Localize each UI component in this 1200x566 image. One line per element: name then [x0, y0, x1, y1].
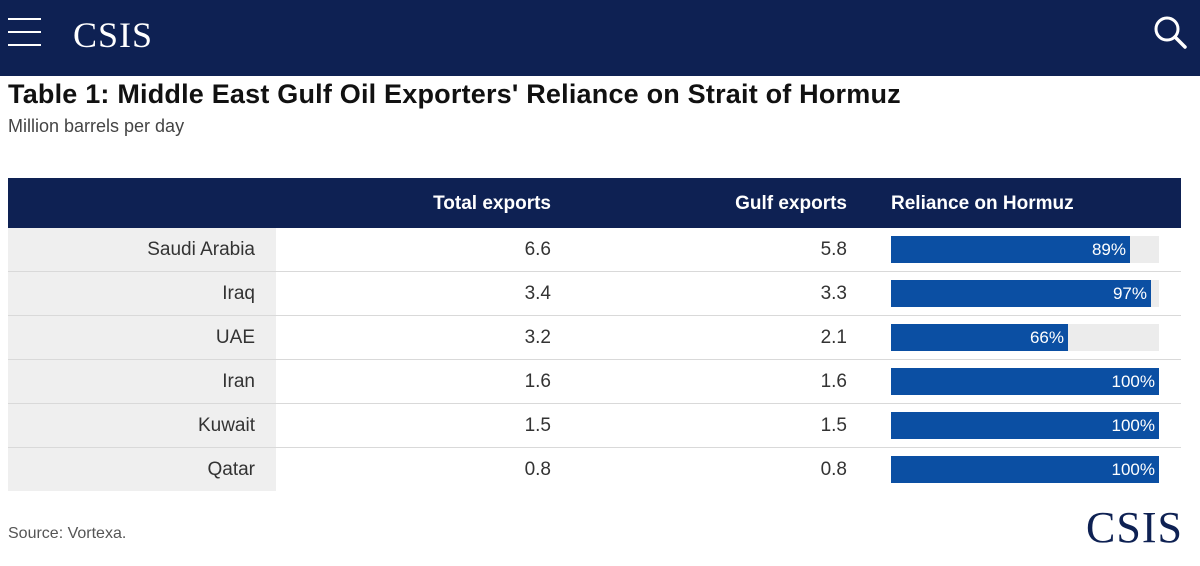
total-exports-cell: 1.5	[524, 415, 551, 436]
reliance-label: 100%	[1111, 416, 1155, 435]
country-cell: Saudi Arabia	[8, 228, 276, 271]
gulf-exports-cell: 5.8	[820, 239, 847, 260]
reliance-bar-track: 100%	[891, 412, 1159, 439]
gulf-exports-cell: 0.8	[820, 459, 847, 480]
total-exports-cell: 3.2	[524, 327, 551, 348]
table-row: Qatar 0.8 0.8 100%	[8, 448, 1181, 491]
search-icon[interactable]	[1152, 14, 1188, 50]
gulf-exports-cell: 1.6	[820, 371, 847, 392]
reliance-label: 66%	[1029, 328, 1064, 347]
csis-logo[interactable]: CSIS	[73, 15, 154, 55]
reliance-bar-track: 66%	[891, 324, 1159, 351]
gulf-exports-cell: 1.5	[820, 415, 847, 436]
reliance-label: 97%	[1112, 284, 1147, 303]
reliance-bar: 100%	[891, 412, 1159, 439]
table-row: Saudi Arabia 6.6 5.8 89%	[8, 228, 1181, 272]
total-exports-cell: 1.6	[524, 371, 551, 392]
source-note: Source: Vortexa.	[8, 525, 127, 542]
table-row: Kuwait 1.5 1.5 100%	[8, 404, 1181, 448]
table-row: Iraq 3.4 3.3 97%	[8, 272, 1181, 316]
table-row: Iran 1.6 1.6 100%	[8, 360, 1181, 404]
country-cell: Iran	[8, 360, 276, 403]
table-subtitle: Million barrels per day	[8, 116, 185, 136]
column-header-total-exports: Total exports	[433, 193, 551, 214]
csis-footer-logo: CSIS	[1086, 503, 1183, 552]
country-cell: Kuwait	[8, 404, 276, 447]
reliance-bar-track: 100%	[891, 456, 1159, 483]
reliance-bar: 66%	[891, 324, 1068, 351]
reliance-bar: 100%	[891, 368, 1159, 395]
reliance-label: 100%	[1111, 460, 1155, 479]
reliance-bar-track: 89%	[891, 236, 1159, 263]
hamburger-menu-icon[interactable]	[8, 16, 42, 50]
reliance-bar: 97%	[891, 280, 1151, 307]
reliance-label: 89%	[1091, 240, 1126, 259]
reliance-bar: 100%	[891, 456, 1159, 483]
total-exports-cell: 6.6	[524, 239, 551, 260]
table-header-row: Total exports Gulf exports Reliance on H…	[8, 178, 1181, 228]
total-exports-cell: 3.4	[524, 283, 551, 304]
country-cell: Qatar	[8, 448, 276, 491]
column-header-reliance-on-hormuz: Reliance on Hormuz	[891, 193, 1074, 214]
country-cell: UAE	[8, 316, 276, 359]
table-row: UAE 3.2 2.1 66%	[8, 316, 1181, 360]
reliance-bar: 89%	[891, 236, 1130, 263]
country-cell: Iraq	[8, 272, 276, 315]
reliance-label: 100%	[1111, 372, 1155, 391]
total-exports-cell: 0.8	[524, 459, 551, 480]
column-header-gulf-exports: Gulf exports	[735, 193, 847, 214]
gulf-exports-cell: 2.1	[820, 327, 847, 348]
table-title: Table 1: Middle East Gulf Oil Exporters'…	[8, 79, 901, 109]
reliance-bar-track: 97%	[891, 280, 1159, 307]
top-navigation-bar: CSIS	[0, 0, 1200, 76]
gulf-exports-cell: 3.3	[820, 283, 847, 304]
reliance-bar-track: 100%	[891, 368, 1159, 395]
table-body: Saudi Arabia 6.6 5.8 89% Iraq 3.4 3.3 97% UAE 3.2…	[8, 228, 1181, 491]
